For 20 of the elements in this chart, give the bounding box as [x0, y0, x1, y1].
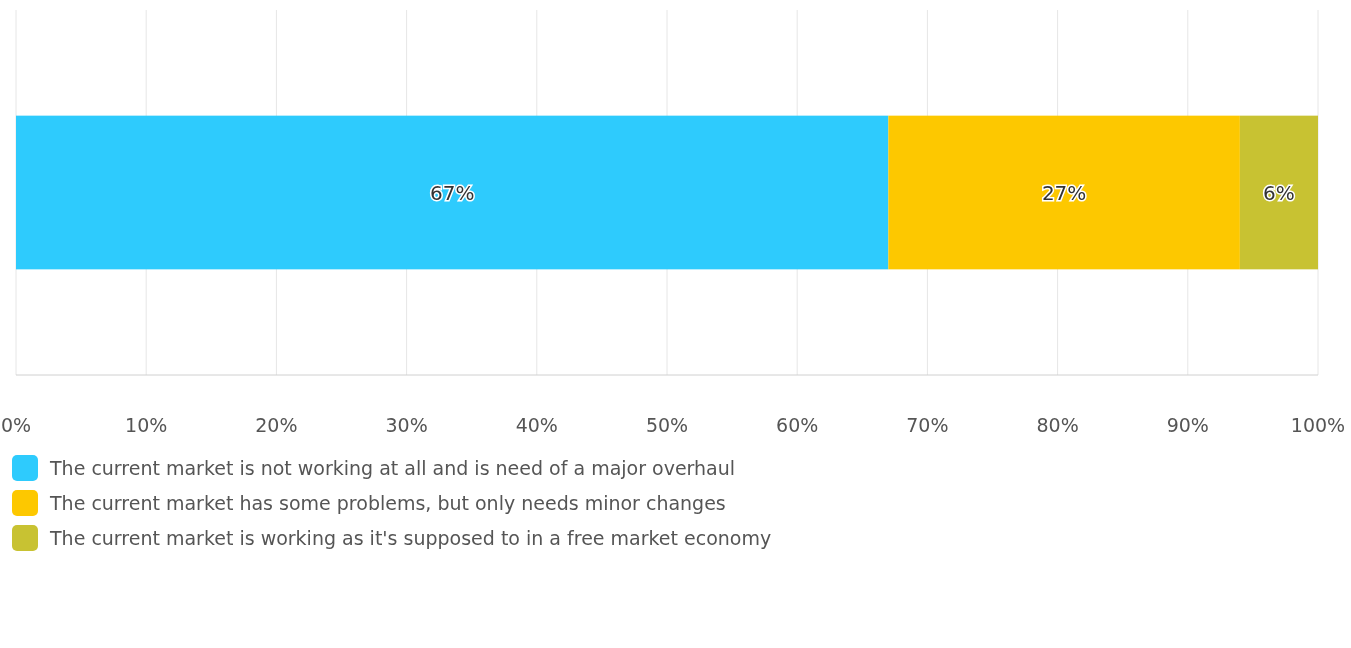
x-tick-label: 10% [125, 413, 168, 436]
x-tick-label: 0% [0, 413, 32, 436]
x-tick-label: 40% [515, 413, 558, 436]
data-label: 27% [1041, 180, 1087, 205]
data-label: 67% [429, 180, 475, 205]
bar [16, 115, 889, 270]
x-tick-label: 70% [906, 413, 949, 436]
x-tick-label: 50% [645, 413, 689, 436]
data-label: 6% [1263, 180, 1295, 205]
legend-label: The current market is working as it's supposed to in a free market economy [49, 526, 772, 549]
legend-label: The current market has some problems, but only needs minor changes [49, 491, 726, 514]
bar [888, 115, 1240, 270]
x-tick-label: 30% [385, 413, 428, 436]
legend-label: The current market is not working at all and is need of a major overhaul [49, 456, 736, 479]
x-tick-label: 80% [1036, 413, 1079, 436]
x-tick-label: 20% [255, 413, 298, 436]
x-tick-label: 100% [1290, 413, 1346, 436]
bar [1239, 115, 1318, 270]
x-tick-label: 60% [776, 413, 819, 436]
x-tick-label: 90% [1166, 413, 1209, 436]
